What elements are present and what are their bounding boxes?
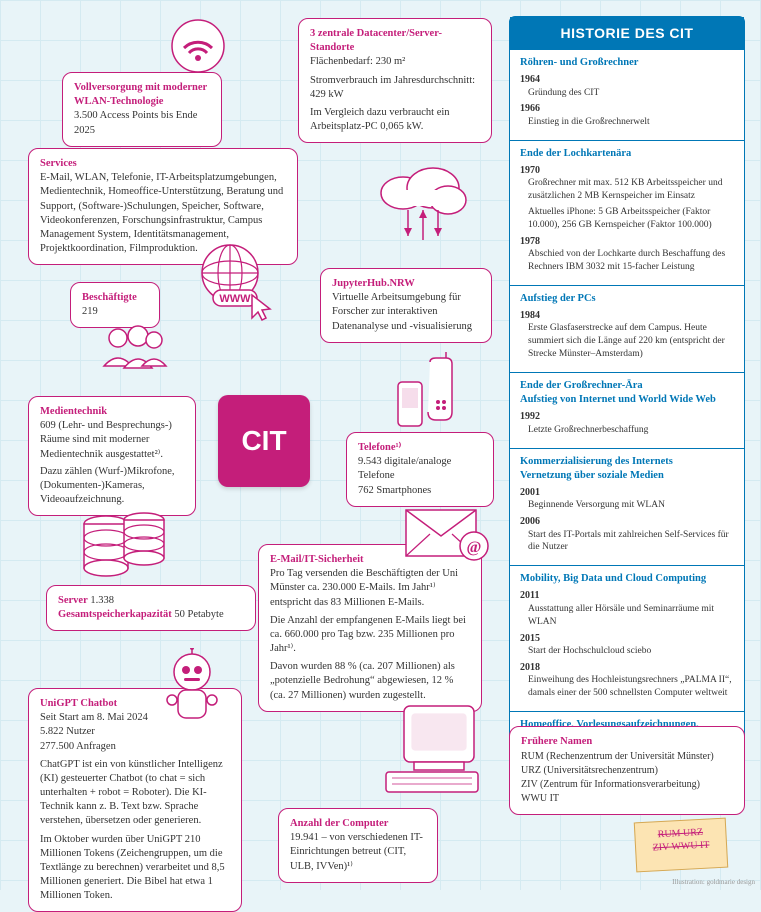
sticky-l2: ZIV WWU IT xyxy=(652,840,709,854)
datacenter-area: Flächenbedarf: 230 m² xyxy=(310,55,480,69)
svg-text:@: @ xyxy=(467,539,482,556)
wlan-box: Vollversorgung mit moderner WLAN-Technol… xyxy=(62,72,222,147)
phones-box: Telefone¹⁾ 9.543 digitale/analoge Telefo… xyxy=(346,432,494,507)
sidebar-section: Aufstieg der PCs 1984Erste Glasfaserstrec… xyxy=(510,285,744,372)
sidebar-section: Kommerzialisierung des InternetsVernetzu… xyxy=(510,448,744,566)
names-l4: WWU IT xyxy=(521,792,733,806)
jupyter-box: JupyterHub.NRW Virtuelle Arbeitsumgebung… xyxy=(320,268,492,343)
names-l2: URZ (Universitätsrechenzentrum) xyxy=(521,764,733,778)
timeline-event: Ausstattung aller Hörsäle und Seminarräu… xyxy=(520,603,734,629)
datacenter-power: Stromverbrauch im Jahresdurchschnitt: 42… xyxy=(310,74,480,102)
sidebar-section: Ende der Lochkartenära 1970Großrechner mi… xyxy=(510,140,744,285)
email-l1: Pro Tag versenden die Beschäftigten der … xyxy=(270,567,470,610)
email-l2: Die Anzahl der empfangenen E-Mails liegt… xyxy=(270,614,470,657)
wlan-title: Vollversorgung mit moderner WLAN-Technol… xyxy=(74,81,210,109)
robot-icon xyxy=(156,648,228,728)
wlan-text: 3.500 Access Points bis Ende 2025 xyxy=(74,109,210,137)
names-box: Frühere Namen RUM (Rechenzentrum der Uni… xyxy=(509,726,745,815)
era-title: Aufstieg der PCs xyxy=(520,292,734,306)
names-title: Frühere Namen xyxy=(521,735,733,750)
unigpt-l4: ChatGPT ist ein von künstlicher Intellig… xyxy=(40,758,230,829)
sticky-note: RUM URZ ZIV WWU IT xyxy=(634,818,728,873)
computers-title: Anzahl der Computer xyxy=(290,817,426,831)
media-title: Medientechnik xyxy=(40,405,184,419)
media-box: Medientechnik 609 (Lehr- und Besprechung… xyxy=(28,396,196,516)
phones-l1: 9.543 digitale/analoge Telefone xyxy=(358,455,482,483)
jupyter-text: Virtuelle Arbeitsumgebung für Forscher z… xyxy=(332,291,480,334)
timeline-event: Erste Glasfaserstrecke auf dem Campus. H… xyxy=(520,322,734,360)
timeline-event: Letzte Großrechnerbeschaffung xyxy=(520,424,734,437)
datacenter-title: 3 zentrale Datacenter/Server-Standorte xyxy=(310,27,480,55)
era-title: Ende der Großrechner-ÄraAufstieg von Int… xyxy=(520,379,734,407)
media-l2: Dazu zählen (Wurf-)Mikrofone, (Dokumente… xyxy=(40,465,184,508)
computers-box: Anzahl der Computer 19.941 – von verschi… xyxy=(278,808,438,883)
services-title: Services xyxy=(40,157,286,171)
sidebar-section: Mobility, Big Data und Cloud Computing 20… xyxy=(510,565,744,711)
people-icon xyxy=(98,322,168,372)
timeline-year: 1978 xyxy=(520,235,734,249)
timeline-year: 2011 xyxy=(520,589,734,603)
envelope-icon: @ xyxy=(400,500,494,564)
cit-logo-box: CIT xyxy=(218,395,310,487)
phone-icon xyxy=(388,352,478,440)
server-l1: Server xyxy=(58,595,88,606)
datacenter-box: 3 zentrale Datacenter/Server-Standorte F… xyxy=(298,18,492,143)
era-title: Ende der Lochkartenära xyxy=(520,147,734,161)
timeline-year: 2018 xyxy=(520,661,734,675)
retro-computer-icon xyxy=(380,700,490,800)
timeline-event: Einweihung des Hochleistungsrechners „PA… xyxy=(520,674,734,700)
server-l2-label: Gesamtspeicherkapazität xyxy=(58,609,172,620)
timeline-year: 2001 xyxy=(520,486,734,500)
timeline-event: Aktuelles iPhone: 5 GB Arbeitsspeicher (… xyxy=(520,206,734,232)
timeline-year: 1984 xyxy=(520,309,734,323)
sidebar-section: Röhren- und Großrechner 1964Gründung des … xyxy=(510,50,744,140)
era-title: Röhren- und Großrechner xyxy=(520,56,734,70)
era-title: Mobility, Big Data und Cloud Computing xyxy=(520,572,734,586)
timeline-event: Beginnende Versorgung mit WLAN xyxy=(520,499,734,512)
names-l3: ZIV (Zentrum für Informationsverarbeitun… xyxy=(521,778,733,792)
svg-text:WWW: WWW xyxy=(219,293,251,305)
history-sidebar: HISTORIE DES CIT Röhren- und Großrechner… xyxy=(509,16,745,798)
sticky-l1: RUM URZ xyxy=(657,827,703,840)
timeline-event: Abschied von der Lochkarte durch Beschaf… xyxy=(520,248,734,274)
timeline-year: 1992 xyxy=(520,410,734,424)
timeline-year: 1964 xyxy=(520,73,734,87)
sidebar-section: Ende der Großrechner-ÄraAufstieg von Int… xyxy=(510,372,744,448)
cloud-icon xyxy=(368,158,478,248)
timeline-event: Gründung des CIT xyxy=(520,87,734,100)
staff-count: 219 xyxy=(82,305,148,319)
timeline-event: Großrechner mit max. 512 KB Arbeitsspeic… xyxy=(520,177,734,203)
timeline-event: Start der Hochschulcloud sciebo xyxy=(520,645,734,658)
timeline-year: 2015 xyxy=(520,632,734,646)
email-l3: Davon wurden 88 % (ca. 207 Millionen) al… xyxy=(270,660,470,703)
unigpt-l5: Im Oktober wurden über UniGPT 210 Millio… xyxy=(40,833,230,904)
timeline-event: Einstieg in die Großrechnerwelt xyxy=(520,116,734,129)
wifi-icon xyxy=(170,18,226,74)
jupyter-title: JupyterHub.NRW xyxy=(332,277,480,291)
phones-title: Telefone¹⁾ xyxy=(358,441,482,455)
timeline-year: 1970 xyxy=(520,164,734,178)
phones-l2: 762 Smartphones xyxy=(358,484,482,498)
computers-l1: 19.941 – von verschiedenen IT-Einrichtun… xyxy=(290,831,426,874)
cit-label: CIT xyxy=(241,425,286,457)
unigpt-l3: 277.500 Anfragen xyxy=(40,740,230,754)
email-box: E-Mail/IT-Sicherheit Pro Tag versenden d… xyxy=(258,544,482,712)
timeline-event: Start des IT-Portals mit zahlreichen Sel… xyxy=(520,529,734,555)
server-box: Server 1.338 Gesamtspeicherkapazität 50 … xyxy=(46,585,256,631)
sidebar-header: HISTORIE DES CIT xyxy=(510,17,744,50)
names-l1: RUM (Rechenzentrum der Universität Münst… xyxy=(521,750,733,764)
media-l1: 609 (Lehr- und Besprechungs-) Räume sind… xyxy=(40,419,184,462)
timeline-year: 2006 xyxy=(520,515,734,529)
cursor-icon xyxy=(248,292,276,324)
era-title: Kommerzialisierung des InternetsVernetzu… xyxy=(520,455,734,483)
server-icon xyxy=(78,510,178,590)
illustration-credit: Illustration: goldmarie design xyxy=(672,878,755,886)
timeline-year: 1966 xyxy=(520,102,734,116)
datacenter-compare: Im Vergleich dazu verbraucht ein Arbeits… xyxy=(310,106,480,134)
staff-title: Beschäftigte xyxy=(82,291,148,305)
